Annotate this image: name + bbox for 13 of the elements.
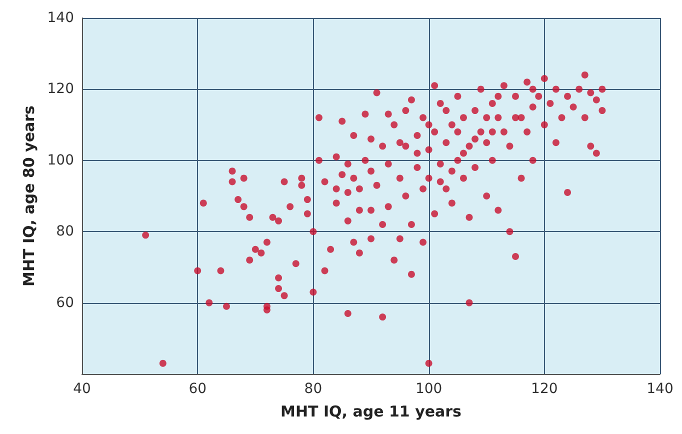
y-tick-label: 120 [47,81,74,98]
y-tick-label: 140 [47,10,74,26]
x-tick-label: 100 [415,381,442,397]
y-tick-label: 80 [56,224,74,240]
x-tick-label: 80 [304,381,322,397]
x-tick-label: 120 [531,381,558,397]
y-tick-label: 60 [56,294,74,311]
x-axis-title: MHT IQ, age 11 years [280,402,462,420]
y-tick-label: 100 [47,152,74,168]
x-tick-label: 60 [188,381,207,397]
x-tick-label: 140 [646,381,674,397]
y-axis-title: MHT IQ, age 80 years [20,105,38,286]
x-tick-label: 40 [73,381,91,397]
